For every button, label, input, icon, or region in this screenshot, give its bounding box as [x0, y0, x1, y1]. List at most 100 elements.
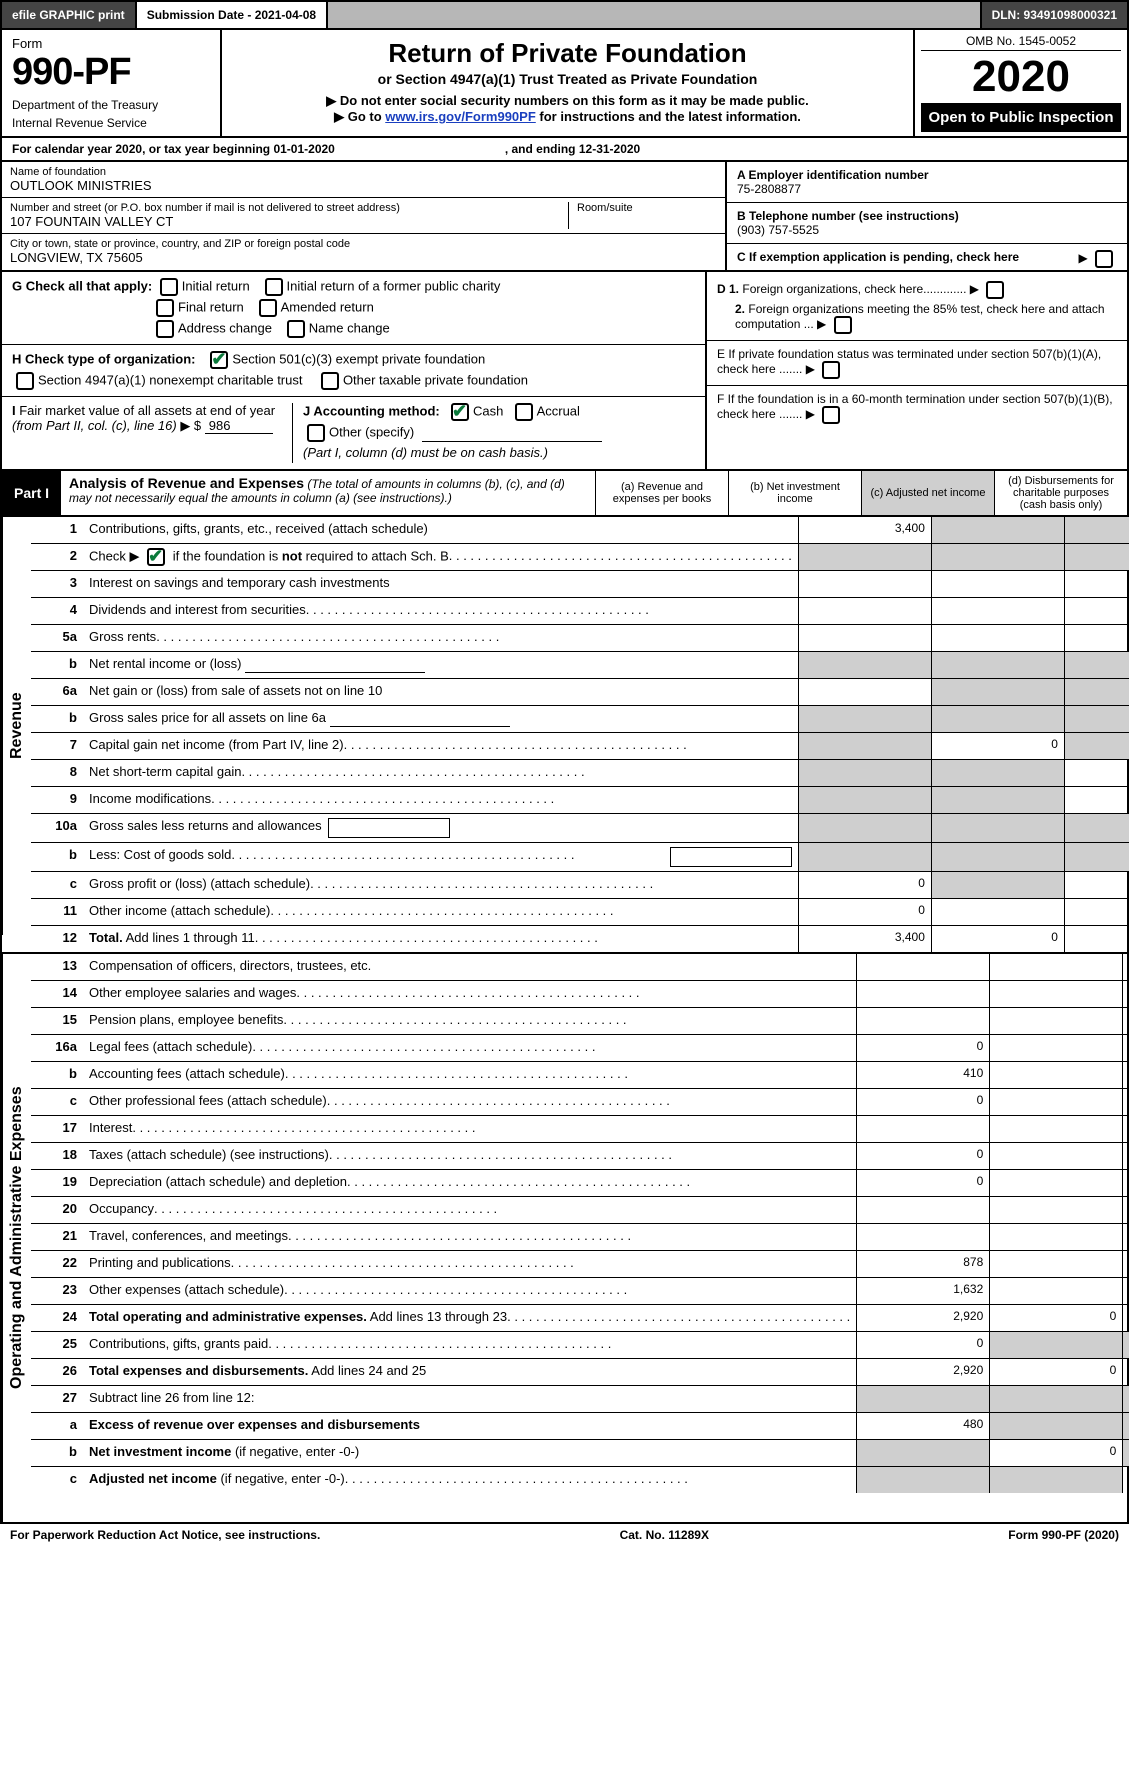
d-e-f-checks: D 1. Foreign organizations, check here..… — [705, 272, 1127, 469]
col-c-cell — [1064, 706, 1129, 732]
col-b-cell — [989, 1116, 1122, 1142]
line-number: 6a — [31, 679, 83, 705]
line-number: 25 — [31, 1332, 83, 1358]
line-number: c — [31, 1467, 83, 1493]
line-number: 17 — [31, 1116, 83, 1142]
footer-right: Form 990-PF (2020) — [1008, 1528, 1119, 1542]
cal-mid: , and ending — [505, 142, 579, 156]
d1-text: Foreign organizations, check here.......… — [742, 282, 966, 296]
col-a-cell: 2,920 — [856, 1305, 989, 1331]
city-cell: City or town, state or province, country… — [2, 234, 725, 269]
line-desc: Less: Cost of goods sold — [83, 843, 798, 871]
g-amended-return[interactable] — [259, 299, 277, 317]
part1-tag: Part I — [2, 471, 61, 515]
d2-checkbox[interactable] — [834, 316, 852, 334]
line-desc: Other employee salaries and wages — [83, 981, 856, 1007]
irs-link[interactable]: www.irs.gov/Form990PF — [385, 109, 536, 124]
table-row: aExcess of revenue over expenses and dis… — [31, 1412, 1129, 1439]
line-number: b — [31, 1440, 83, 1466]
line-number: 10a — [31, 814, 83, 842]
cal-begin: 01-01-2020 — [273, 142, 334, 156]
col-a-cell — [856, 1467, 989, 1493]
expenses-grid: Operating and Administrative Expenses 13… — [0, 954, 1129, 1524]
schb-checkbox[interactable] — [147, 548, 165, 566]
expenses-tab: Operating and Administrative Expenses — [2, 954, 31, 1522]
col-b-cell — [989, 1386, 1122, 1412]
footer-mid: Cat. No. 11289X — [620, 1528, 709, 1542]
col-c-cell — [1064, 733, 1129, 759]
form-header: Form 990-PF Department of the Treasury I… — [0, 30, 1129, 138]
j-cash[interactable] — [451, 403, 469, 421]
g-address-change[interactable] — [156, 320, 174, 338]
table-row: 5aGross rents — [31, 624, 1129, 651]
col-c-cell — [1122, 1332, 1129, 1358]
table-row: 11Other income (attach schedule)0 — [31, 898, 1129, 925]
col-c-cell — [1122, 1413, 1129, 1439]
j-accrual[interactable] — [515, 403, 533, 421]
table-row: 9Income modifications — [31, 786, 1129, 813]
part1-header: Part I Analysis of Revenue and Expenses … — [0, 471, 1129, 517]
col-a-cell — [856, 1197, 989, 1223]
g-name-change[interactable] — [287, 320, 305, 338]
table-row: 16aLegal fees (attach schedule)0 — [31, 1034, 1129, 1061]
line-desc: Occupancy — [83, 1197, 856, 1223]
table-row: 18Taxes (attach schedule) (see instructi… — [31, 1142, 1129, 1169]
col-c-cell — [1122, 1197, 1129, 1223]
col-c-cell — [1122, 1224, 1129, 1250]
line-number: 3 — [31, 571, 83, 597]
d1-checkbox[interactable] — [986, 281, 1004, 299]
col-a-cell — [798, 679, 931, 705]
table-row: bNet investment income (if negative, ent… — [31, 1439, 1129, 1466]
col-b-cell — [931, 872, 1064, 898]
line-desc: Net rental income or (loss) — [83, 652, 798, 678]
col-a-cell — [856, 1116, 989, 1142]
col-c-cell — [1064, 926, 1129, 952]
h-opt-3: Other taxable private foundation — [343, 372, 528, 387]
col-b-cell — [931, 517, 1064, 543]
line-number: 18 — [31, 1143, 83, 1169]
table-row: 3Interest on savings and temporary cash … — [31, 570, 1129, 597]
col-b-cell — [989, 1170, 1122, 1196]
g-final-return[interactable] — [156, 299, 174, 317]
expenses-body: 13Compensation of officers, directors, t… — [31, 954, 1129, 1522]
calrow-text: For calendar year 2020, or tax year begi… — [12, 142, 335, 156]
dept-irs: Internal Revenue Service — [12, 116, 212, 130]
exemption-checkbox[interactable] — [1095, 250, 1113, 268]
table-row: 27Subtract line 26 from line 12: — [31, 1385, 1129, 1412]
g-initial-return[interactable] — [160, 278, 178, 296]
line-desc: Taxes (attach schedule) (see instruction… — [83, 1143, 856, 1169]
g-initial-former[interactable] — [265, 278, 283, 296]
revenue-body: 1Contributions, gifts, grants, etc., rec… — [31, 517, 1129, 952]
h-4947[interactable] — [16, 372, 34, 390]
col-b-cell — [989, 1062, 1122, 1088]
dept-treasury: Department of the Treasury — [12, 98, 212, 112]
line-number: b — [31, 1062, 83, 1088]
col-b-cell — [931, 679, 1064, 705]
h-other-taxable[interactable] — [321, 372, 339, 390]
j-other[interactable] — [307, 424, 325, 442]
f-checkbox[interactable] — [822, 406, 840, 424]
e-checkbox[interactable] — [822, 361, 840, 379]
table-row: 24Total operating and administrative exp… — [31, 1304, 1129, 1331]
table-row: 12Total. Add lines 1 through 113,4000 — [31, 925, 1129, 952]
col-c-cell — [1122, 1116, 1129, 1142]
col-a-cell: 0 — [856, 1170, 989, 1196]
col-b-cell: 0 — [989, 1440, 1122, 1466]
line-desc: Gross profit or (loss) (attach schedule) — [83, 872, 798, 898]
col-b-cell — [989, 954, 1122, 980]
col-b-cell: 0 — [931, 733, 1064, 759]
col-c-cell — [1064, 544, 1129, 570]
col-b-cell — [931, 652, 1064, 678]
table-row: cGross profit or (loss) (attach schedule… — [31, 871, 1129, 898]
line-desc: Total expenses and disbursements. Add li… — [83, 1359, 856, 1385]
col-b-header: (b) Net investment income — [728, 471, 861, 515]
dln-label: DLN: 93491098000321 — [982, 2, 1127, 28]
address-cell: Number and street (or P.O. box number if… — [2, 198, 725, 234]
col-c-cell — [1064, 760, 1129, 786]
h-501c3[interactable] — [210, 351, 228, 369]
line-desc: Net short-term capital gain — [83, 760, 798, 786]
col-b-cell — [989, 1251, 1122, 1277]
table-row: 13Compensation of officers, directors, t… — [31, 954, 1129, 980]
table-row: bNet rental income or (loss) — [31, 651, 1129, 678]
col-a-cell — [798, 843, 931, 871]
